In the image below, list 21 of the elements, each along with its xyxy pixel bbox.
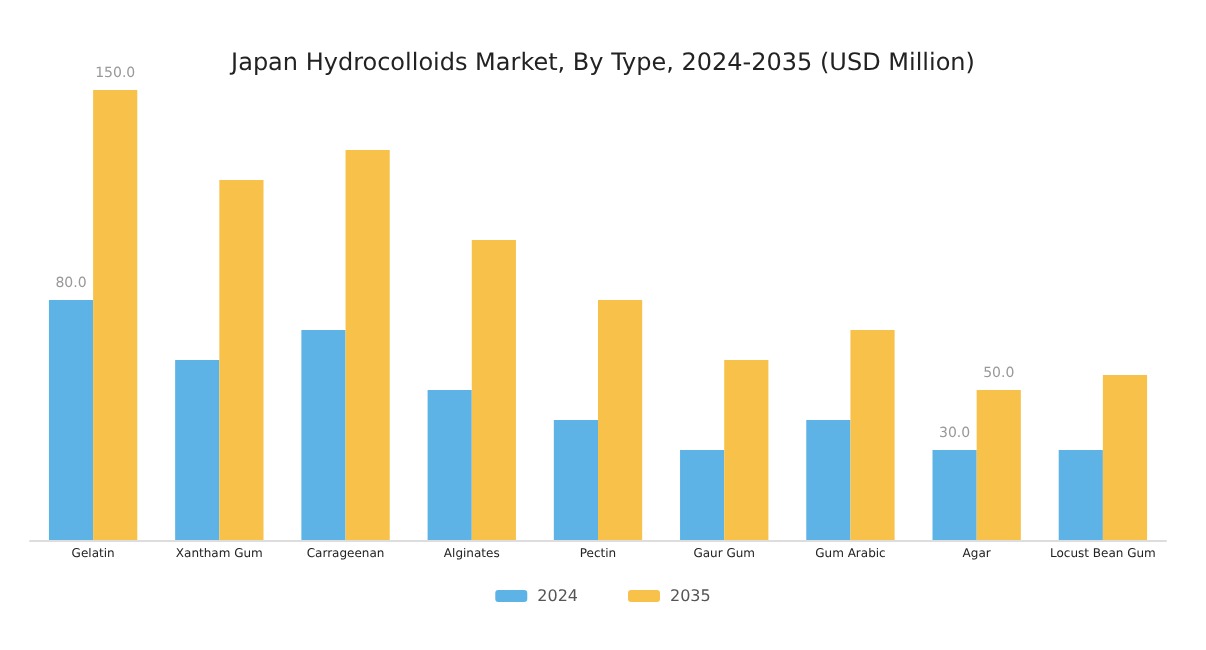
- bar: [932, 450, 977, 540]
- bar: [724, 360, 769, 540]
- bar: [93, 90, 138, 540]
- bar: [553, 420, 598, 540]
- bar: [806, 420, 851, 540]
- chart-title: Japan Hydrocolloids Market, By Type, 2024-2035 (USD Million): [229, 48, 975, 76]
- bar: [175, 360, 220, 540]
- legend-label: 2035: [670, 587, 711, 605]
- bar: [976, 390, 1021, 540]
- bar: [1058, 450, 1103, 540]
- bar: [598, 300, 643, 540]
- bar: [427, 390, 472, 540]
- bar: [345, 150, 390, 540]
- bar: [1102, 375, 1148, 540]
- bar: [471, 240, 516, 540]
- bar: [219, 180, 264, 540]
- legend-label: 2024: [537, 587, 578, 605]
- bar: [680, 450, 725, 540]
- bar: [850, 330, 895, 540]
- bar: [48, 300, 94, 540]
- bar: [301, 330, 346, 540]
